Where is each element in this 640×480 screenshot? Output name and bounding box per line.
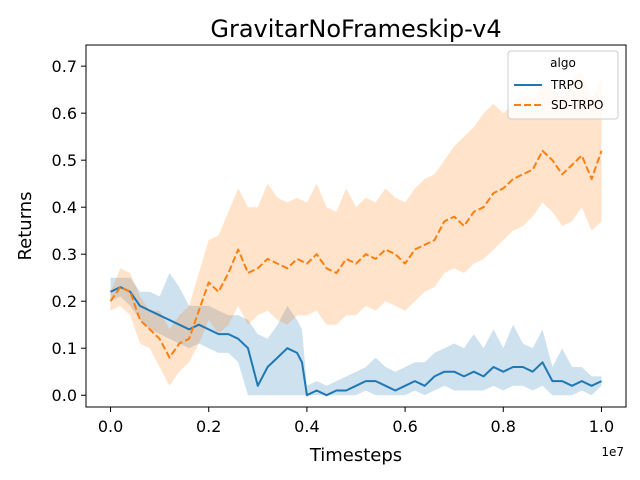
x-tick-label: 0.4	[294, 417, 319, 436]
plot-frame	[85, 44, 627, 408]
band-sd-trpo	[110, 70, 602, 386]
x-tick-label: 0.0	[98, 417, 123, 436]
x-tick-label: 0.2	[196, 417, 221, 436]
series-line-sd-trpo	[109, 149, 603, 359]
legend: algo TRPO SD-TRPO	[507, 50, 619, 120]
y-tick-label: 0.7	[52, 57, 77, 76]
y-axis-ticks: 0.0 0.1 0.2 0.3 0.4 0.5 0.6 0.7	[52, 57, 86, 405]
y-tick-label: 0.1	[52, 339, 77, 358]
y-tick-label: 0.5	[52, 151, 77, 170]
x-axis-offset-label: 1e7	[601, 445, 624, 459]
y-tick-label: 0.6	[52, 104, 77, 123]
y-tick-label: 0.3	[52, 245, 77, 264]
series-line-trpo	[110, 286, 602, 397]
legend-label-trpo: TRPO	[550, 78, 583, 92]
confidence-bands	[110, 70, 602, 396]
x-tick-label: 1.0	[589, 417, 614, 436]
legend-label-sd-trpo: SD-TRPO	[551, 98, 603, 112]
x-tick-label: 0.6	[392, 417, 417, 436]
series-lines	[109, 149, 603, 397]
y-tick-label: 0.2	[52, 292, 77, 311]
y-tick-label: 0.0	[52, 386, 77, 405]
x-tick-label: 0.8	[491, 417, 516, 436]
chart-title: GravitarNoFrameskip-v4	[210, 15, 501, 43]
y-tick-label: 0.4	[52, 198, 77, 217]
legend-title: algo	[550, 56, 576, 70]
band-trpo	[110, 273, 602, 396]
legend-box	[507, 50, 619, 120]
y-axis-label: Returns	[15, 191, 36, 260]
x-axis-label: Timesteps	[309, 445, 402, 466]
x-axis-ticks: 0.0 0.2 0.4 0.6 0.8 1.0	[98, 407, 614, 436]
